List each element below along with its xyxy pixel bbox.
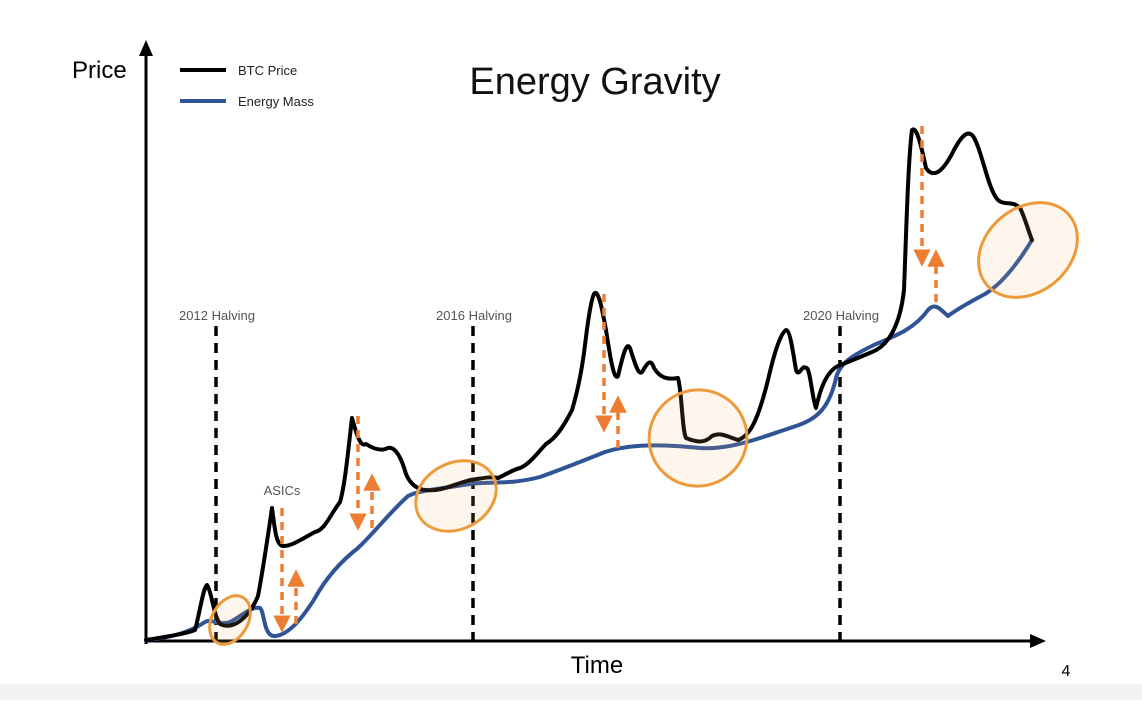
legend-label-btc-price: BTC Price: [238, 63, 297, 78]
halving-label-2016: 2016 Halving: [436, 308, 512, 323]
axes: Price Time: [72, 40, 1046, 679]
convergence-ellipses: [208, 201, 1079, 646]
convergence-ellipse-1: [208, 594, 252, 646]
convergence-ellipse-2: [414, 459, 498, 533]
legend: BTC Price Energy Mass: [180, 63, 314, 109]
legend-label-energy-mass: Energy Mass: [238, 94, 314, 109]
halving-label-2012: 2012 Halving: [179, 308, 255, 323]
gravity-arrows: [273, 126, 945, 633]
y-axis-arrowhead: [139, 40, 153, 56]
slide-title: Energy Gravity: [469, 61, 720, 103]
x-axis-arrowhead: [1030, 634, 1046, 648]
convergence-ellipse-4: [977, 201, 1079, 299]
convergence-ellipse-3: [647, 388, 749, 488]
x-axis-label: Time: [571, 652, 623, 679]
page-number: 4: [1062, 663, 1071, 680]
btc-price-line: [144, 127, 1034, 642]
asics-label: ASICs: [264, 483, 301, 498]
y-axis-label: Price: [72, 57, 127, 84]
halving-label-2020: 2020 Halving: [803, 308, 879, 323]
slide-footer-band: [0, 684, 1142, 700]
energy-mass-line: [144, 238, 1034, 642]
